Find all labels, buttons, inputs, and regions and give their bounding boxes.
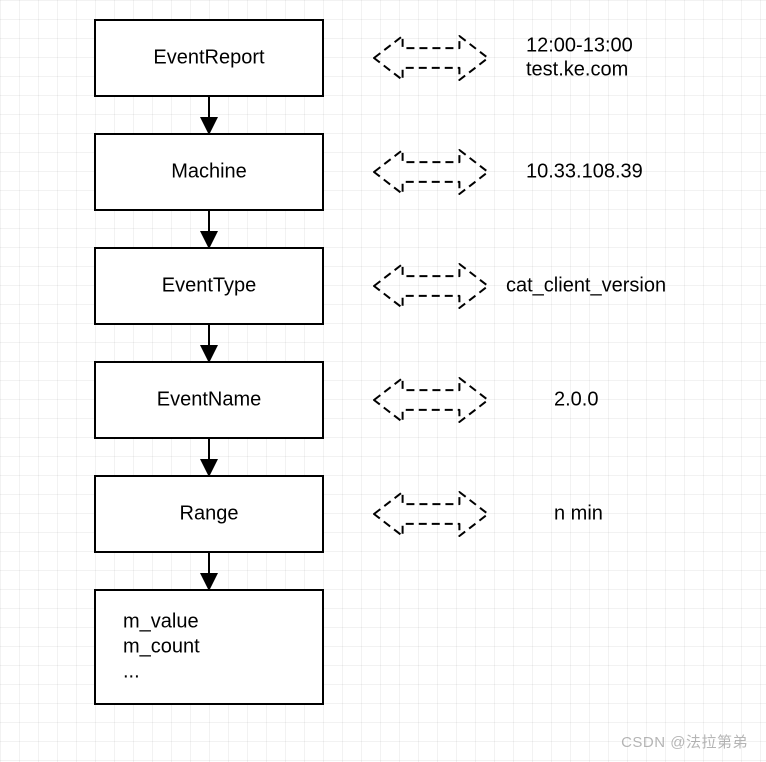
svg-text:EventReport: EventReport (153, 46, 265, 68)
svg-text:12:00-13:00: 12:00-13:00 (526, 34, 633, 56)
bidir-arrow-icon (374, 264, 488, 308)
bidir-arrow-icon (374, 36, 488, 80)
svg-text:2.0.0: 2.0.0 (554, 388, 598, 410)
annotation-n1: 10.33.108.39 (526, 160, 643, 182)
annotation-n3: 2.0.0 (554, 388, 598, 410)
svg-text:test.ke.com: test.ke.com (526, 58, 628, 80)
svg-text:EventType: EventType (162, 274, 257, 296)
node-n1: Machine (95, 134, 323, 210)
node-n2: EventType (95, 248, 323, 324)
node-n5: m_value m_count... (95, 590, 323, 704)
svg-text:Machine: Machine (171, 160, 247, 182)
annotation-n4: n min (554, 502, 603, 524)
bidir-arrow-icon (374, 492, 488, 536)
node-n3: EventName (95, 362, 323, 438)
bidir-arrow-icon (374, 378, 488, 422)
svg-text:Range: Range (180, 502, 239, 524)
svg-text:...: ... (123, 660, 140, 682)
node-n0: EventReport (95, 20, 323, 96)
svg-text:m_value: m_value (123, 610, 199, 632)
node-n4: Range (95, 476, 323, 552)
annotation-n2: cat_client_version (506, 274, 666, 296)
svg-text:m_count: m_count (123, 635, 200, 657)
annotation-n0: 12:00-13:00test.ke.com (526, 34, 633, 80)
svg-text:EventName: EventName (157, 388, 262, 410)
diagram-canvas: EventReport Machine EventType EventName Rang… (0, 0, 766, 762)
svg-text:cat_client_version: cat_client_version (506, 274, 666, 296)
bidir-arrow-icon (374, 150, 488, 194)
svg-text:n min: n min (554, 502, 603, 524)
svg-text:10.33.108.39: 10.33.108.39 (526, 160, 643, 182)
